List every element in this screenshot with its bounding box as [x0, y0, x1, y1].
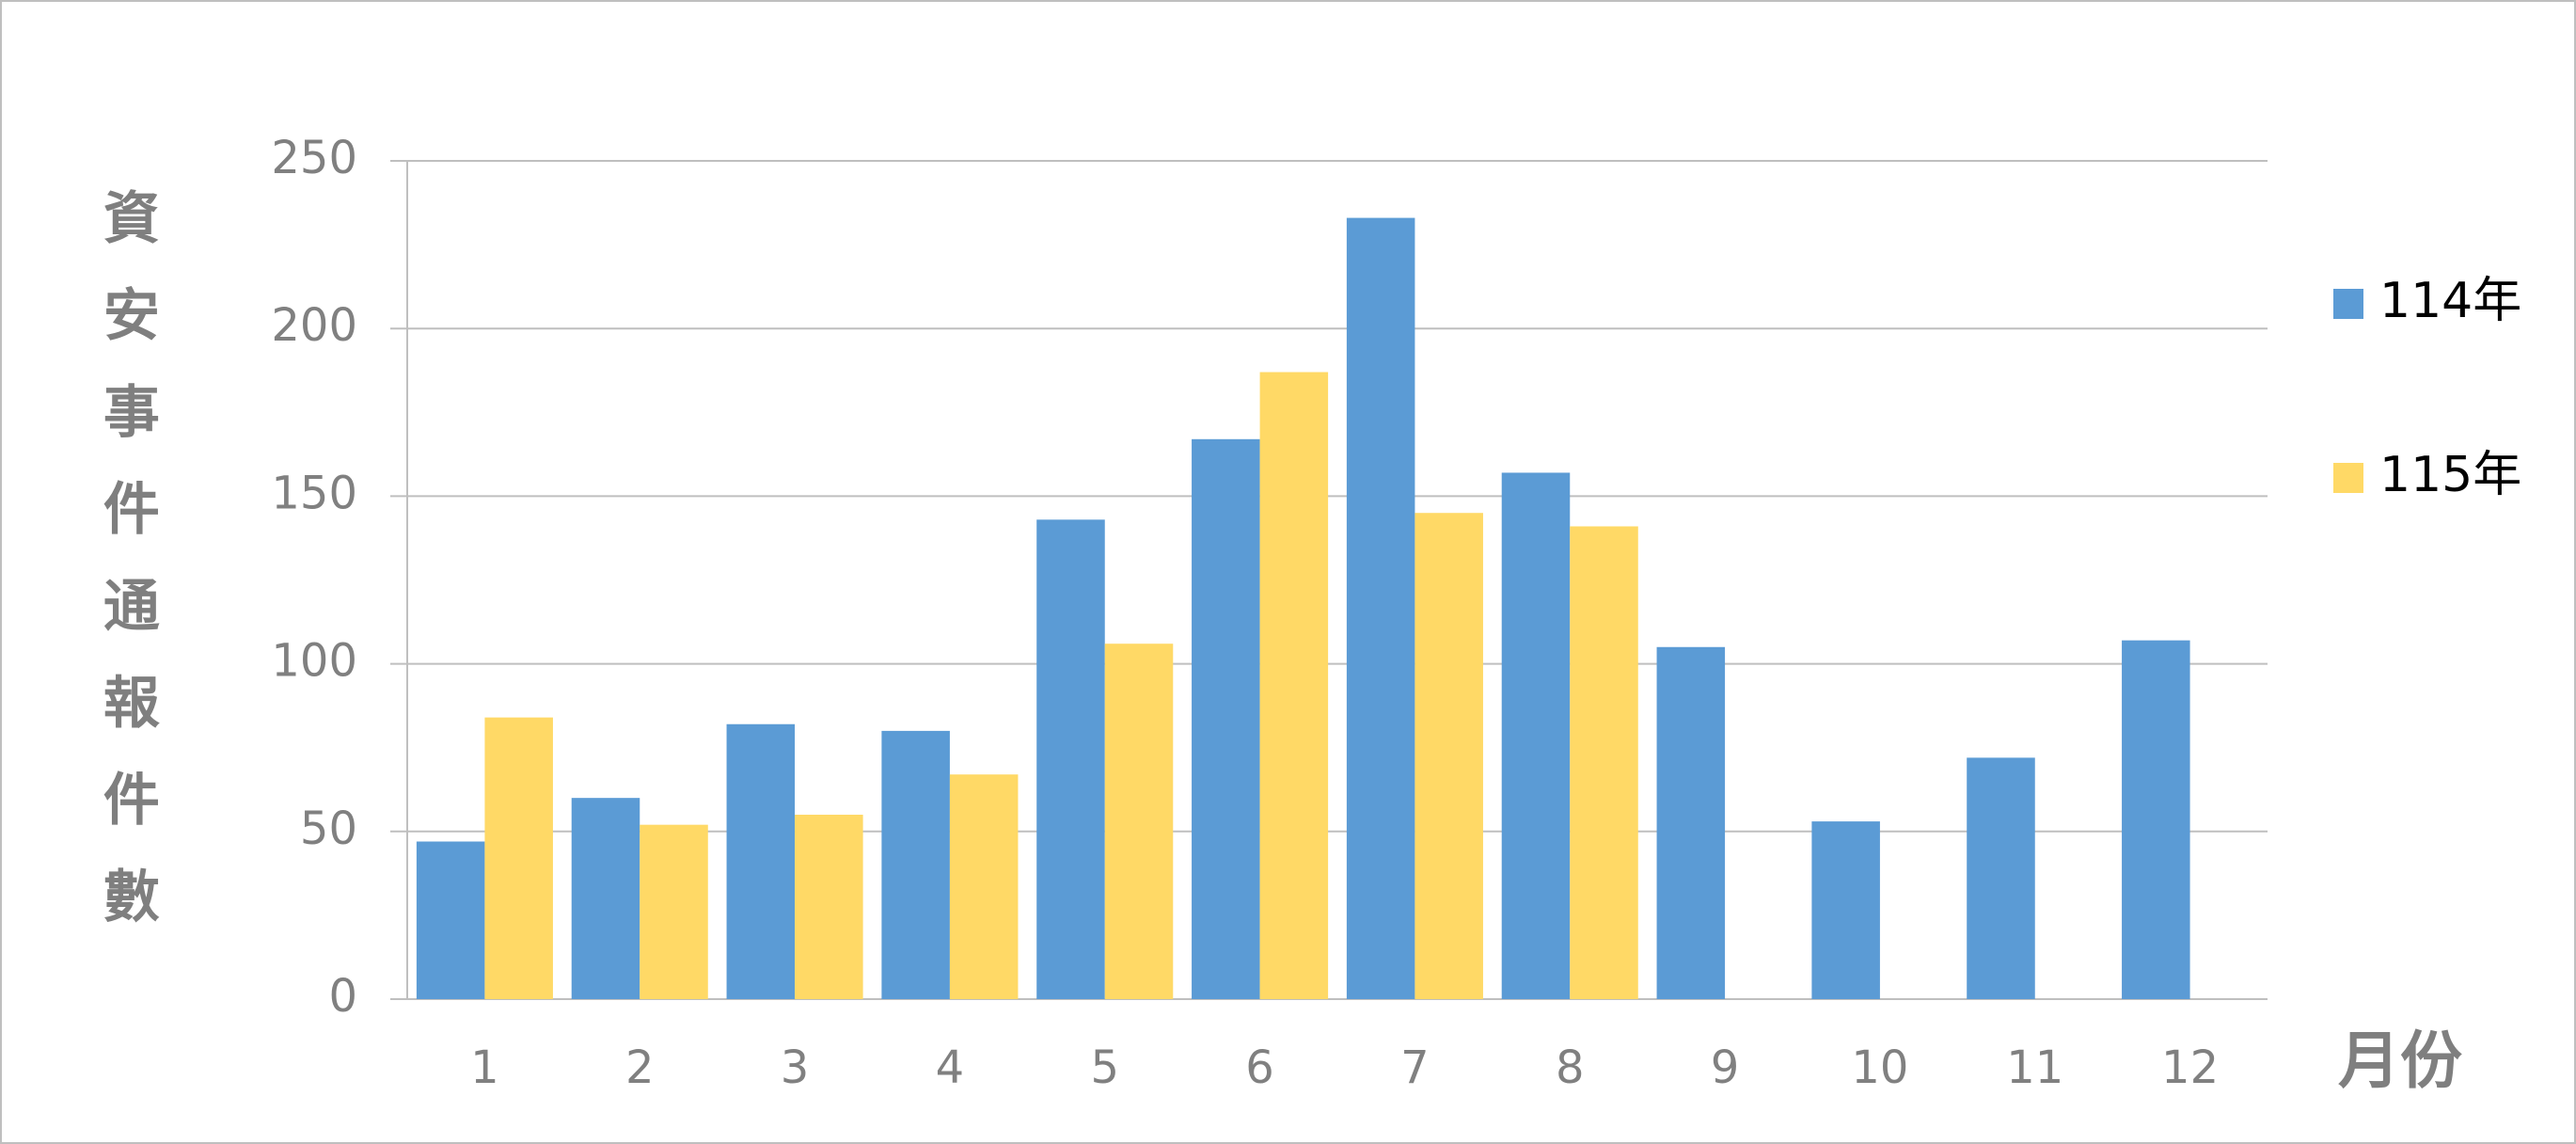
x-tick-label: 9 — [1711, 1041, 1740, 1094]
bar — [1259, 372, 1329, 1000]
x-tick-label: 4 — [936, 1041, 965, 1094]
bar — [726, 723, 796, 999]
bar — [1104, 644, 1174, 999]
x-tick-label: 12 — [2161, 1041, 2219, 1094]
bar — [1570, 526, 1638, 999]
bar — [416, 841, 485, 999]
x-tick-label: 1 — [470, 1041, 499, 1094]
x-tick-label: 8 — [1556, 1041, 1585, 1094]
bar — [2122, 640, 2190, 999]
bar — [949, 774, 1019, 999]
y-tick-label: 50 — [300, 802, 357, 855]
x-tick-label: 2 — [625, 1041, 655, 1094]
bar — [1414, 513, 1483, 999]
bar — [1656, 646, 1726, 999]
legend-swatch — [2333, 289, 2363, 319]
y-tick-label: 0 — [328, 970, 357, 1023]
x-tick-label: 10 — [1851, 1041, 1908, 1094]
x-axis-title: 月份 — [2338, 1025, 2462, 1097]
bar — [1501, 472, 1571, 999]
bar — [881, 730, 950, 999]
x-tick-label: 5 — [1090, 1041, 1119, 1094]
x-tick-label: 11 — [2006, 1041, 2063, 1094]
bar — [1967, 757, 2035, 999]
y-tick-label: 250 — [271, 132, 357, 184]
y-tick-label: 100 — [271, 635, 357, 688]
x-tick-label: 7 — [1400, 1041, 1430, 1094]
x-tick-label: 3 — [781, 1041, 810, 1094]
x-tick-label: 6 — [1245, 1041, 1274, 1094]
bar — [795, 814, 863, 999]
bar — [1192, 438, 1260, 999]
bar — [571, 798, 640, 999]
bar — [1036, 519, 1105, 999]
legend-swatch — [2333, 463, 2363, 493]
bar — [640, 824, 708, 999]
bar — [1811, 821, 1880, 999]
y-tick-label: 150 — [271, 467, 357, 519]
bar — [484, 717, 553, 999]
bar — [1346, 217, 1415, 999]
legend-label: 115年 — [2379, 447, 2521, 503]
y-tick-label: 200 — [271, 299, 357, 352]
legend-label: 114年 — [2379, 273, 2521, 329]
y-axis-title: 資安事件通報件數 — [93, 188, 159, 963]
